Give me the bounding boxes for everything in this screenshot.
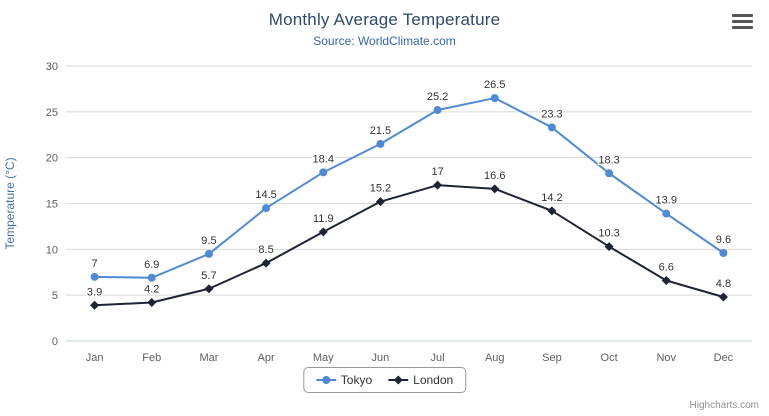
point-london-oct[interactable]	[604, 242, 614, 252]
x-tick-label: Jan	[86, 352, 104, 364]
hamburger-line	[732, 20, 753, 23]
data-label: 25.2	[427, 91, 448, 103]
y-tick-label: 20	[46, 153, 58, 165]
data-label: 10.3	[598, 228, 619, 240]
point-tokyo-feb[interactable]	[147, 273, 156, 282]
legend-label: London	[413, 373, 454, 387]
credits-link[interactable]: Highcharts.com	[689, 400, 759, 411]
x-tick-label: Mar	[199, 352, 218, 364]
point-tokyo-dec[interactable]	[719, 249, 728, 257]
data-label: 17	[431, 166, 443, 178]
point-london-aug[interactable]	[490, 184, 500, 194]
legend-marker	[321, 376, 330, 384]
data-label: 18.4	[313, 153, 334, 165]
legend-item-tokyo[interactable]: Tokyo	[315, 373, 373, 387]
x-tick-label: Oct	[601, 352, 618, 364]
point-tokyo-sep[interactable]	[547, 123, 556, 132]
data-label: 15.2	[370, 183, 391, 195]
point-tokyo-apr[interactable]	[262, 204, 271, 213]
x-tick-label: Nov	[656, 352, 676, 364]
point-tokyo-jul[interactable]	[433, 106, 442, 114]
data-label: 3.9	[87, 286, 102, 298]
x-tick-label: Apr	[258, 352, 275, 364]
point-tokyo-jun[interactable]	[376, 139, 385, 148]
point-london-may[interactable]	[318, 227, 328, 237]
hamburger-line	[732, 26, 753, 29]
x-tick-label: Aug	[485, 352, 505, 364]
y-tick-label: 30	[46, 61, 58, 73]
y-tick-label: 5	[52, 290, 58, 302]
point-london-feb[interactable]	[147, 298, 157, 307]
data-label: 6.6	[659, 262, 674, 274]
x-tick-label: Dec	[714, 352, 734, 364]
legend-marker	[393, 375, 403, 385]
legend-label: Tokyo	[340, 373, 373, 387]
point-london-jul[interactable]	[433, 180, 443, 190]
data-label: 26.5	[484, 79, 505, 91]
x-tick-label: Jun	[372, 352, 390, 364]
data-label: 6.9	[144, 259, 159, 271]
point-tokyo-oct[interactable]	[605, 169, 614, 178]
data-label: 13.9	[656, 195, 677, 207]
point-tokyo-aug[interactable]	[490, 94, 499, 103]
plot-area: 0 5 10 15 20 25 30 Jan Feb Mar Apr May Jun Jul Aug Sep O…	[3, 61, 752, 364]
data-label: 4.8	[716, 278, 731, 290]
point-london-mar[interactable]	[204, 284, 214, 294]
x-tick-label: Jul	[431, 352, 445, 364]
legend-item-london[interactable]: London	[388, 373, 453, 387]
legend: Tokyo London	[302, 367, 467, 393]
data-label: 5.7	[201, 270, 216, 282]
data-label: 9.6	[716, 234, 731, 246]
point-london-nov[interactable]	[661, 276, 671, 285]
legend-diamond-icon	[388, 375, 409, 385]
x-tick-label: May	[313, 352, 334, 364]
x-tick-label: Sep	[542, 352, 562, 364]
data-label: 4.2	[144, 284, 159, 296]
series-line-tokyo	[93, 97, 725, 279]
y-tick-label: 25	[46, 107, 58, 119]
point-london-dec[interactable]	[718, 292, 728, 302]
data-label: 8.5	[258, 244, 273, 256]
y-tick-label: 15	[46, 199, 58, 211]
data-label: 9.5	[201, 235, 216, 247]
data-label: 21.5	[370, 125, 391, 137]
chart-title: Monthly Average Temperature	[268, 10, 501, 29]
chart-subtitle: Source: WorldClimate.com	[313, 34, 456, 48]
data-label: 16.6	[484, 170, 505, 182]
y-tick-label: 0	[52, 336, 58, 348]
point-tokyo-may[interactable]	[319, 168, 328, 177]
x-tick-label: Feb	[142, 352, 161, 364]
data-label: 7	[92, 258, 98, 270]
data-label: 23.3	[541, 108, 562, 120]
point-london-apr[interactable]	[261, 258, 271, 268]
data-label: 14.2	[541, 192, 562, 204]
point-london-sep[interactable]	[547, 206, 557, 216]
hamburger-icon[interactable]	[732, 14, 753, 29]
data-label: 18.3	[598, 154, 619, 166]
hamburger-line	[732, 14, 753, 17]
point-tokyo-jan[interactable]	[90, 272, 99, 281]
series-line-london	[93, 184, 725, 307]
data-label: 14.5	[255, 189, 276, 201]
point-london-jun[interactable]	[375, 197, 385, 207]
point-london-jan[interactable]	[90, 300, 100, 310]
data-label: 11.9	[313, 213, 334, 225]
y-tick-label: 10	[46, 244, 58, 256]
y-axis-title: Temperature (°C)	[3, 157, 17, 249]
point-tokyo-nov[interactable]	[662, 209, 671, 218]
point-tokyo-mar[interactable]	[204, 249, 213, 258]
legend-circle-icon	[315, 376, 336, 384]
